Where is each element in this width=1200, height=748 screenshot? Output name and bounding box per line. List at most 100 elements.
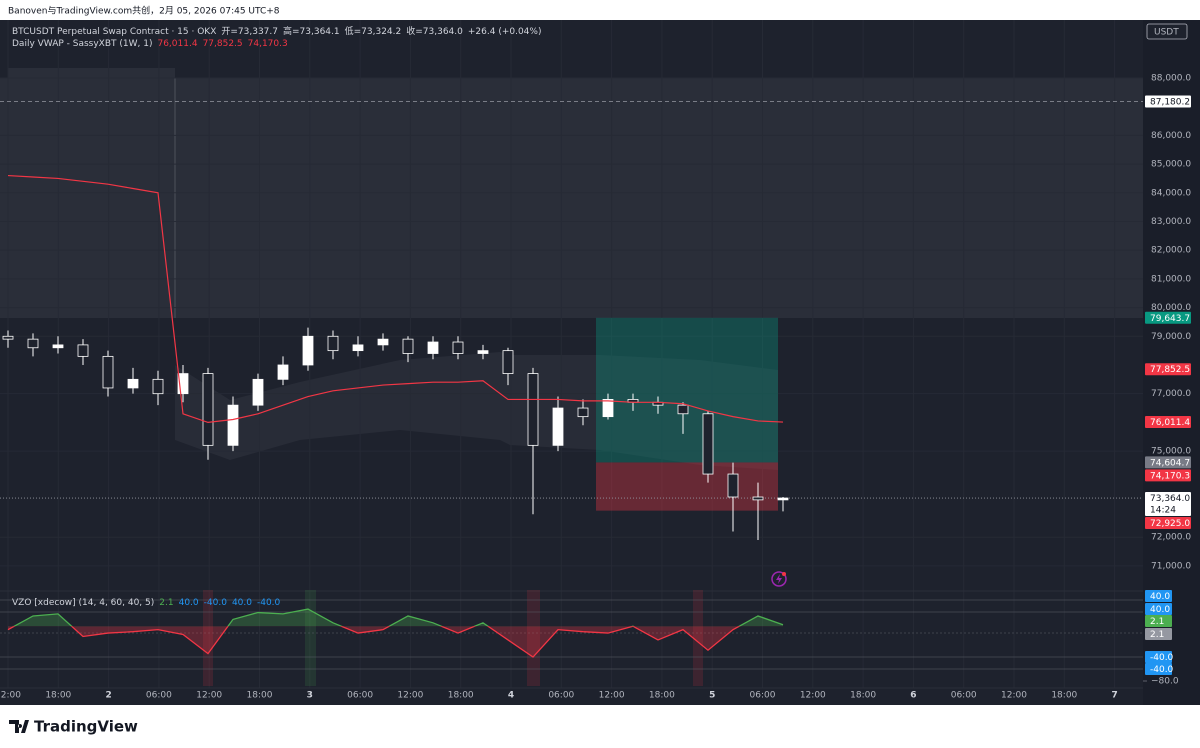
level-badge: [1145, 590, 1172, 602]
candle-body: [552, 407, 564, 446]
legend-value: 开=73,337.7: [221, 26, 278, 37]
legend-value: -40.0: [204, 598, 228, 608]
legend-value: +26.4 (+0.04%): [468, 27, 542, 37]
candle-body: [77, 344, 89, 357]
candle-body: [752, 496, 764, 501]
vzo-area: [14, 609, 783, 627]
brand: TradingView: [34, 718, 138, 736]
x-tick-label: 5: [709, 691, 715, 701]
price-badge: [1145, 95, 1191, 108]
x-tick-label: 12:00: [1001, 691, 1027, 701]
candle-body: [527, 373, 539, 446]
legend-name: BTCUSDT Perpetual Swap Contract · 15 · O…: [12, 27, 216, 37]
countdown: 14:24: [1150, 506, 1176, 516]
candle-body: [2, 335, 14, 340]
candle-body: [727, 473, 739, 498]
price-badge: [1145, 517, 1191, 530]
price-badge: [1145, 469, 1191, 482]
legend-value: 2.1: [159, 598, 173, 608]
candle-body: [277, 364, 289, 380]
candle-body: [302, 335, 314, 366]
y-tick-label: 71,000.0: [1151, 561, 1191, 571]
x-tick-label: 06:00: [750, 691, 776, 701]
legend-value: 77,852.5: [203, 39, 243, 49]
x-tick-label: 6: [910, 691, 916, 701]
upper-band: [0, 78, 1143, 318]
y-tick-label: −80.0: [1151, 677, 1179, 687]
signal-band: [527, 590, 540, 686]
legend-value: 76,011.4: [157, 39, 197, 49]
brand-logo: [9, 720, 29, 733]
price-badge-label: 77,852.5: [1150, 365, 1190, 375]
candle-body: [402, 338, 414, 354]
header-title: Banoven与TradingView.com共创，2月 05, 2026 07…: [8, 5, 280, 17]
price-badge: [1145, 456, 1191, 469]
alert-bolt: [776, 574, 782, 584]
candle-body: [452, 341, 464, 354]
price-badge: [1145, 363, 1191, 376]
signal-band: [693, 590, 703, 686]
candle-body: [427, 341, 439, 354]
price-axis-bg: [1143, 20, 1200, 705]
y-tick-label: 80,000.0: [1151, 303, 1191, 313]
price-badge: [1145, 311, 1191, 324]
candle-body: [377, 338, 389, 346]
legend-name: Daily VWAP - SassyXBT (1W, 1): [12, 39, 152, 49]
alert-dot: [782, 572, 786, 576]
candle-body: [327, 335, 339, 352]
level-badge: [1145, 615, 1172, 627]
legend-value: -40.0: [257, 598, 281, 608]
y-tick-label: 75,000.0: [1151, 447, 1191, 457]
x-tick-label: 18:00: [649, 691, 675, 701]
currency-box[interactable]: [1146, 23, 1188, 40]
candle-body: [152, 378, 164, 395]
level-badge-label: 40.0: [1150, 605, 1170, 615]
x-tick-label: 06:00: [146, 691, 172, 701]
stop-zone: [596, 462, 778, 511]
level-badge-label: -40.0: [1150, 653, 1174, 663]
level-badge-label: 40.0: [1150, 592, 1170, 602]
legend: Daily VWAP - SassyXBT (1W, 1) 76,011.4 77,…: [12, 39, 288, 49]
upper-band-start: [8, 68, 175, 78]
currency: USDT: [1154, 28, 1179, 38]
x-tick-label: 18:00: [448, 691, 474, 701]
x-tick-label: 4: [508, 691, 514, 701]
candle-body: [252, 378, 264, 406]
signal-band: [305, 590, 316, 686]
legend: VZO [xdecow] (14, 4, 60, 40, 5) 2.1 40.0 -4…: [12, 598, 281, 608]
level-badge-label: 2.1: [1150, 617, 1164, 627]
price-badge: [1145, 416, 1191, 429]
x-tick-label: 12:00: [800, 691, 826, 701]
level-badge: [1145, 663, 1172, 675]
legend-value: 低=73,324.2: [345, 25, 402, 37]
candle-body: [352, 344, 364, 352]
legend-value: 40.0: [232, 598, 252, 608]
x-tick-label: 06:00: [347, 691, 373, 701]
y-tick-label: 72,000.0: [1151, 533, 1191, 543]
y-tick-label: 81,000.0: [1151, 274, 1191, 284]
target-zone: [596, 317, 778, 463]
price-badge-label: 74,604.7: [1150, 458, 1190, 468]
x-tick-label: 7: [1111, 691, 1117, 701]
candle-body: [577, 407, 589, 418]
x-tick-label: 06:00: [951, 691, 977, 701]
price-badge-label: 73,364.0: [1150, 494, 1190, 504]
x-tick-label: 12:00: [196, 691, 222, 701]
vwap-line: [7, 174, 784, 423]
x-tick-label: 18:00: [1051, 691, 1077, 701]
legend-value: 收=73,364.0: [406, 25, 463, 37]
footer: [0, 705, 1200, 748]
y-tick-label: 88,000.0: [1151, 73, 1191, 83]
price-badge-label: 87,180.2: [1150, 98, 1190, 108]
signal-band: [203, 590, 213, 686]
legend-value: 高=73,364.1: [283, 25, 340, 37]
level-badge: [1145, 603, 1172, 615]
legend-value: 74,170.3: [248, 39, 288, 49]
candle-body: [602, 399, 614, 418]
candle-body: [227, 404, 239, 446]
x-tick-label: 12:00: [0, 691, 21, 701]
legend-value: 40.0: [179, 598, 199, 608]
candle-body: [127, 378, 139, 389]
